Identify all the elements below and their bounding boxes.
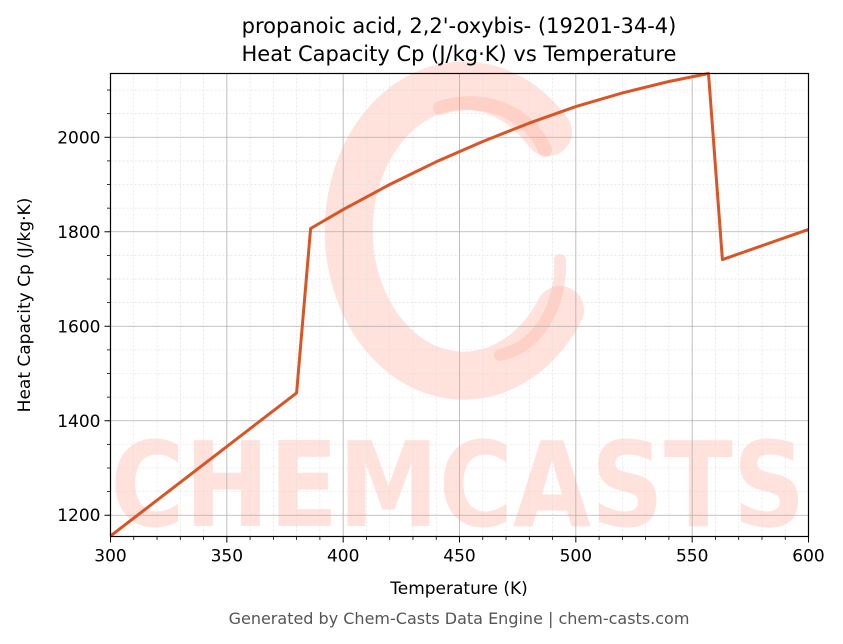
x-tick-label: 300 — [94, 547, 126, 567]
x-tick-label: 350 — [211, 547, 243, 567]
x-tick-label: 600 — [792, 547, 824, 567]
y-tick-label: 1400 — [57, 412, 100, 432]
series-line — [109, 72, 809, 538]
footer-credit: Generated by Chem-Casts Data Engine | ch… — [229, 609, 690, 628]
y-tick-label: 1200 — [57, 506, 100, 526]
watermark-logo — [324, 61, 584, 400]
x-tick-label: 450 — [443, 547, 475, 567]
y-tick-label: 2000 — [57, 128, 100, 148]
x-tick-label: 550 — [676, 547, 708, 567]
y-axis-label: Heat Capacity Cp (J/kg·K) — [15, 198, 35, 413]
watermark-text: CHEMCASTS — [111, 416, 806, 554]
y-tick-label: 1800 — [57, 223, 100, 243]
x-tick-label: 500 — [560, 547, 592, 567]
chart-title: propanoic acid, 2,2'-oxybis- (19201-34-4… — [242, 14, 677, 38]
x-tick-label: 400 — [327, 547, 359, 567]
x-axis-label: Temperature (K) — [389, 579, 528, 599]
watermark: CHEMCASTS — [111, 61, 806, 554]
x-axis: 300 350 400 450 500 550 600 — [94, 536, 825, 567]
y-axis: 1200 1400 1600 1800 2000 — [57, 89, 111, 526]
chart-subtitle: Heat Capacity Cp (J/kg·K) vs Temperature — [242, 42, 677, 66]
y-tick-label: 1600 — [57, 317, 100, 337]
